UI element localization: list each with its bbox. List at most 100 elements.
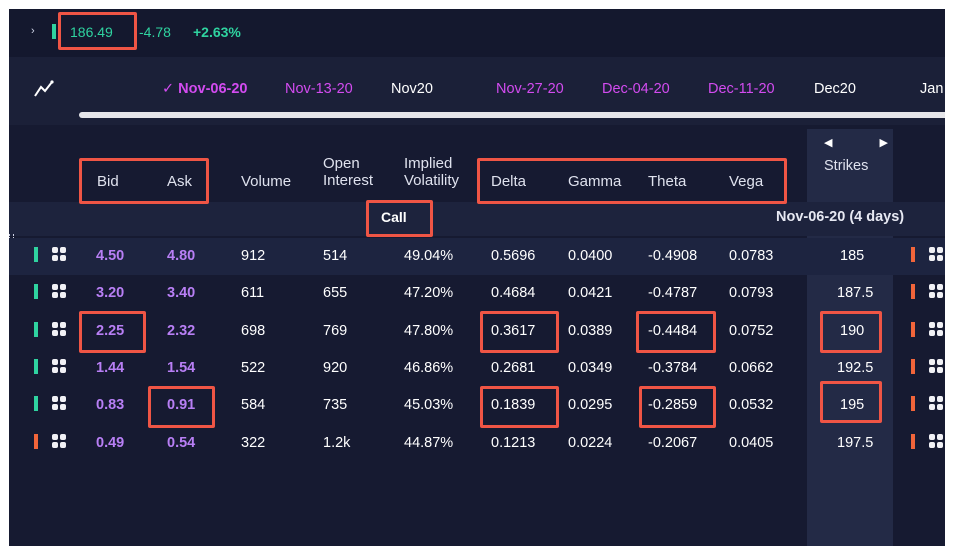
grid-dots-icon[interactable]	[52, 396, 66, 411]
grid-dots-icon[interactable]	[52, 358, 66, 373]
expiration-tab[interactable]: Nov20	[391, 81, 433, 97]
options-chain-panel: › 186.49 -4.78 +2.63% ✓ Nov-06-20 Nov-13-…	[9, 9, 945, 546]
delta-cell: 0.1213	[491, 434, 536, 451]
theta-cell: -0.3784	[648, 359, 698, 376]
volume-cell: 322	[241, 434, 266, 451]
theta-cell: -0.4908	[648, 248, 698, 264]
theta-cell: -0.4484	[648, 322, 698, 339]
option-row[interactable]: 0.49 0.54 322 1.2k 44.87% 0.1213 0.0224 -0.2067…	[9, 425, 945, 462]
ask-cell[interactable]: 0.54	[167, 434, 196, 451]
expand-toggle-icon[interactable]: ›	[31, 25, 35, 37]
vega-cell: 0.0532	[729, 397, 774, 414]
gamma-cell: 0.0295	[568, 397, 613, 414]
grid-dots-icon[interactable]	[929, 433, 943, 448]
option-row[interactable]: 3.20 3.40 611 655 47.20% 0.4684 0.0421 -0.4787 0…	[9, 275, 945, 312]
header-volume[interactable]: Volume	[241, 173, 292, 190]
call-trend-indicator	[34, 396, 38, 412]
grid-dots-icon[interactable]	[929, 284, 943, 299]
header-iv-line2[interactable]: Volatility	[404, 172, 460, 189]
grid-dots-icon[interactable]	[52, 284, 66, 299]
header-open-interest-line2[interactable]: Interest	[323, 172, 374, 189]
gamma-cell: 0.0421	[568, 285, 613, 302]
ask-cell[interactable]: 2.32	[167, 322, 196, 339]
expiry-days-label: Nov-06-20 (4 days)	[776, 209, 905, 225]
grid-dots-icon[interactable]	[929, 321, 943, 336]
expiration-scrollbar[interactable]	[79, 112, 945, 118]
delta-cell: 0.4684	[491, 285, 536, 302]
header-ask[interactable]: Ask	[167, 173, 193, 190]
expiration-tab[interactable]: Jan	[920, 81, 944, 97]
vega-cell: 0.0405	[729, 434, 774, 451]
highlight-box-theta-row5	[639, 386, 716, 428]
expiration-tab[interactable]: ✓ Nov-06-20	[162, 81, 248, 97]
ask-cell[interactable]: 3.40	[167, 285, 196, 302]
volume-cell: 611	[241, 285, 265, 302]
gamma-cell: 0.0349	[568, 359, 613, 376]
expiration-tab[interactable]: Dec20	[814, 81, 856, 97]
option-row[interactable]: 4.50 4.80 912 514 49.04% 0.5696 0.0400 -0.4908 0…	[9, 238, 945, 275]
header-strikes: Strikes	[824, 158, 869, 174]
ask-cell[interactable]: 4.80	[167, 248, 196, 264]
gamma-cell: 0.0400	[568, 248, 613, 264]
grid-dots-icon[interactable]	[929, 358, 943, 373]
bid-cell[interactable]: 4.50	[96, 248, 125, 264]
bid-cell[interactable]: 0.83	[96, 397, 125, 414]
header-delta[interactable]: Delta	[491, 173, 527, 190]
bid-cell[interactable]: 0.49	[96, 434, 125, 451]
grid-dots-icon[interactable]	[929, 396, 943, 411]
option-row[interactable]: 0.83 0.91 584 735 45.03% 0.1839 0.0295 -0.2859 0…	[9, 387, 945, 424]
price-change-percent: +2.63%	[193, 24, 241, 40]
implied-volatility-cell: 44.87%	[404, 434, 454, 451]
bid-cell[interactable]: 1.44	[96, 359, 125, 376]
volume-cell: 912	[241, 248, 266, 264]
expiration-tab[interactable]: Nov-13-20	[285, 81, 353, 97]
volume-cell: 522	[241, 359, 266, 376]
gamma-cell: 0.0389	[568, 322, 613, 339]
header-theta[interactable]: Theta	[648, 173, 687, 190]
header-gamma[interactable]: Gamma	[568, 173, 622, 190]
ask-cell[interactable]: 0.91	[167, 397, 196, 414]
grid-dots-icon[interactable]	[52, 321, 66, 336]
highlight-box-delta-row5	[480, 386, 559, 428]
chart-line-icon[interactable]	[33, 79, 55, 99]
ask-cell[interactable]: 1.54	[167, 359, 196, 376]
grid-dots-icon[interactable]	[929, 247, 943, 261]
header-iv-line1[interactable]: Implied	[404, 155, 453, 172]
strike-scroll-arrows-icon[interactable]: ◀ ▶	[824, 137, 910, 149]
strike-cell: 187.5	[837, 285, 874, 302]
delta-cell: 0.2681	[491, 359, 536, 376]
grid-dots-icon[interactable]	[52, 433, 66, 448]
open-interest-cell: 769	[323, 322, 348, 339]
strike-cell: 197.5	[837, 434, 874, 451]
put-trend-indicator	[911, 321, 915, 337]
expiration-tab[interactable]: Nov-27-20	[496, 81, 564, 97]
highlight-box-bid-row3	[79, 311, 146, 353]
gamma-cell: 0.0224	[568, 434, 613, 451]
implied-volatility-cell: 47.80%	[404, 322, 454, 339]
vega-cell: 0.0793	[729, 285, 774, 302]
theta-cell: -0.2859	[648, 397, 698, 414]
call-trend-indicator	[34, 358, 38, 374]
price-change: -4.78	[139, 24, 171, 40]
price-up-indicator	[52, 24, 56, 39]
highlight-box-strike-row5	[820, 381, 882, 423]
option-row[interactable]: 1.44 1.54 522 920 46.86% 0.2681 0.0349 -0.3784 0…	[9, 350, 945, 387]
theta-cell: -0.2067	[648, 434, 698, 451]
strike-cell: 185	[840, 248, 865, 264]
bid-cell[interactable]: 3.20	[96, 285, 125, 302]
expiration-tab[interactable]: Dec-11-20	[708, 81, 775, 97]
grid-dots-icon[interactable]	[52, 247, 66, 261]
call-trend-indicator	[34, 247, 38, 262]
header-open-interest-line1[interactable]: Open	[323, 155, 360, 172]
highlight-box-delta-row3	[480, 311, 559, 353]
bid-cell[interactable]: 2.25	[96, 322, 125, 339]
header-bid[interactable]: Bid	[97, 173, 119, 190]
put-trend-indicator	[911, 284, 915, 300]
option-row[interactable]: 2.25 2.32 698 769 47.80% 0.3617 0.0389 -0.4484 0…	[9, 313, 945, 350]
expiration-tab[interactable]: Dec-04-20	[602, 81, 670, 97]
open-interest-cell: 1.2k	[323, 434, 351, 451]
header-vega[interactable]: Vega	[729, 173, 764, 190]
delta-cell: 0.5696	[491, 248, 536, 264]
put-trend-indicator	[911, 433, 915, 449]
last-price: 186.49	[70, 24, 113, 40]
